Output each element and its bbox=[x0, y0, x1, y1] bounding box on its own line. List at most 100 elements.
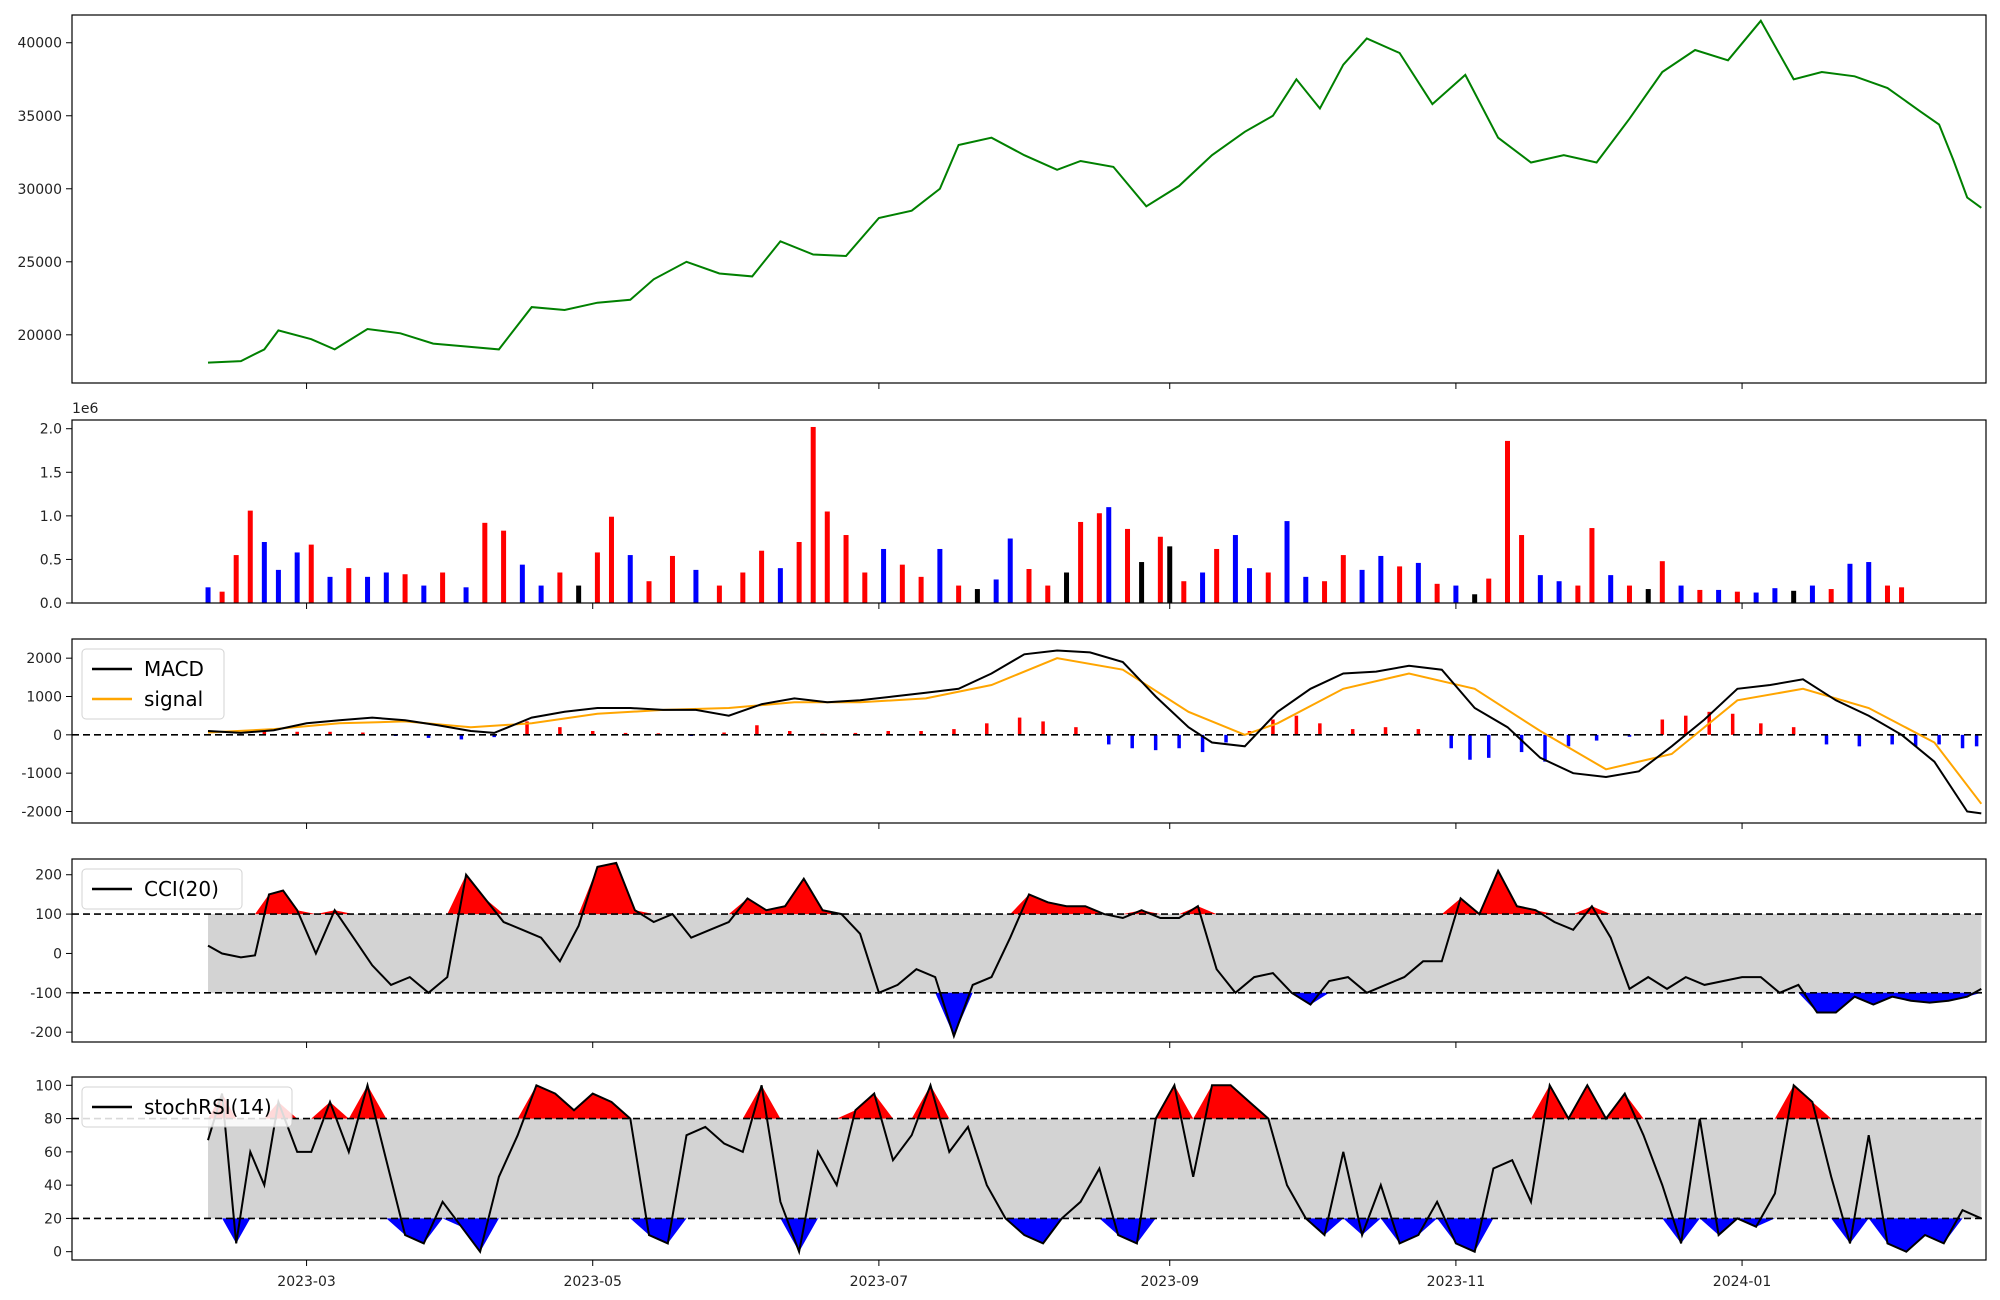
stochrsi-overbought-fill bbox=[208, 1085, 1982, 1119]
cci-axes-frame bbox=[71, 858, 1987, 1043]
volume-bar bbox=[501, 530, 507, 603]
stochrsi-ytick-label: 20 bbox=[44, 1211, 62, 1227]
cci-neutral-band bbox=[208, 914, 1982, 993]
volume-bar bbox=[1486, 578, 1492, 603]
macd-histogram-bar bbox=[1960, 734, 1965, 749]
macd-histogram-bar bbox=[1937, 734, 1941, 745]
macd-histogram-bar bbox=[1416, 729, 1421, 735]
volume-bar bbox=[1045, 585, 1051, 603]
macd-histogram-bar bbox=[1543, 734, 1547, 762]
macd-ytick-label: -1000 bbox=[21, 766, 62, 782]
volume-bar bbox=[1589, 528, 1595, 603]
volume-bar bbox=[383, 572, 389, 603]
volume-bar bbox=[1284, 521, 1290, 603]
volume-ytick-label: 0.5 bbox=[40, 552, 62, 568]
volume-bar bbox=[308, 544, 314, 603]
xtick-label: 2024-01 bbox=[1713, 1274, 1772, 1290]
volume-bar bbox=[627, 555, 633, 603]
macd-histogram-bar bbox=[919, 731, 923, 735]
volume-bar bbox=[1505, 440, 1510, 603]
price-ytick-label: 40000 bbox=[17, 36, 62, 52]
volume-bar bbox=[1828, 589, 1834, 603]
price-panel: 20000 25000 30000 35000 40000 bbox=[17, 14, 1987, 384]
volume-bar bbox=[1716, 589, 1722, 603]
volume-bar bbox=[796, 542, 802, 603]
macd-histogram-bar bbox=[1153, 734, 1158, 751]
macd-histogram-bar bbox=[1318, 723, 1322, 735]
stochrsi-ytick-label: 0 bbox=[53, 1245, 62, 1261]
volume-bar bbox=[1734, 591, 1740, 603]
volume-bar bbox=[1659, 561, 1665, 603]
volume-axes-frame bbox=[71, 419, 1987, 604]
stochrsi-ytick-label: 60 bbox=[44, 1145, 62, 1161]
volume-bar bbox=[937, 548, 943, 603]
macd-histogram-bar bbox=[426, 734, 431, 738]
volume-bar bbox=[881, 548, 887, 603]
volume-bar bbox=[1772, 588, 1778, 603]
macd-histogram-bar bbox=[1486, 734, 1491, 758]
stochrsi-oversold-fill bbox=[208, 1218, 1982, 1252]
volume-bar bbox=[1397, 566, 1403, 603]
stochrsi-ytick-label: 80 bbox=[44, 1112, 62, 1128]
volume-bar bbox=[918, 576, 924, 603]
volume-bar bbox=[594, 552, 600, 603]
volume-bar bbox=[1064, 572, 1070, 603]
xtick-label: 2023-07 bbox=[850, 1274, 909, 1290]
macd-histogram-bar bbox=[492, 734, 496, 738]
stochrsi-ytick-label: 100 bbox=[35, 1078, 62, 1094]
x-axis-date-ticks: 2023-03 2023-05 2023-07 2023-09 2023-11 2024-… bbox=[277, 383, 1771, 1290]
volume-bar bbox=[974, 589, 980, 603]
volume-bar bbox=[402, 574, 408, 603]
macd-histogram-bar bbox=[1074, 727, 1078, 735]
volume-bar bbox=[1556, 581, 1562, 603]
volume-bar bbox=[1106, 507, 1112, 603]
xtick-label: 2023-03 bbox=[277, 1274, 336, 1290]
macd-histogram-bar bbox=[1684, 715, 1688, 735]
macd-histogram-bar bbox=[853, 732, 858, 735]
macd-histogram-bar bbox=[1730, 713, 1735, 735]
price-axes-frame bbox=[71, 14, 1987, 384]
volume-bar bbox=[519, 564, 525, 603]
volume-bar bbox=[1519, 535, 1525, 603]
macd-histogram-bar bbox=[328, 731, 332, 735]
volume-bar bbox=[1096, 513, 1102, 603]
volume-bar bbox=[1575, 585, 1581, 603]
cci-ytick-label: 0 bbox=[53, 946, 62, 962]
volume-bar bbox=[261, 542, 267, 603]
volume-bar bbox=[1340, 555, 1346, 603]
price-ytick-label: 20000 bbox=[17, 328, 62, 344]
volume-bar bbox=[1537, 575, 1543, 603]
volume-bar bbox=[1078, 521, 1084, 603]
volume-bar bbox=[1645, 589, 1651, 603]
volume-bar bbox=[862, 572, 868, 603]
macd-ytick-label: 0 bbox=[53, 728, 62, 744]
cci-panel: -200 -100 0 100 200 CCI(20) bbox=[30, 858, 1987, 1043]
macd-histogram-bar bbox=[1468, 734, 1472, 760]
macd-histogram-bar bbox=[1890, 734, 1894, 745]
macd-histogram-bar bbox=[1294, 715, 1299, 735]
price-ytick-label: 30000 bbox=[17, 182, 62, 198]
macd-histogram-bar bbox=[1383, 727, 1388, 735]
macd-histogram-bar bbox=[1594, 734, 1599, 741]
volume-bar bbox=[421, 585, 427, 603]
macd-histogram-bar bbox=[1200, 734, 1205, 753]
volume-bar bbox=[440, 572, 446, 603]
macd-ytick-label: -2000 bbox=[21, 805, 62, 821]
macd-histogram-bar bbox=[952, 729, 956, 735]
volume-bar bbox=[759, 550, 765, 603]
volume-bar bbox=[1608, 575, 1614, 603]
volume-ytick-label: 1.0 bbox=[40, 509, 62, 525]
volume-bar bbox=[716, 585, 722, 603]
macd-histogram-bar bbox=[722, 732, 726, 735]
macd-histogram-bar bbox=[623, 732, 628, 735]
macd-histogram-bar bbox=[1660, 719, 1665, 735]
macd-histogram-bar bbox=[1791, 727, 1796, 735]
volume-bar bbox=[219, 591, 225, 603]
macd-histogram-bar bbox=[1566, 734, 1571, 747]
volume-bar bbox=[1157, 536, 1163, 603]
volume-offset-label: 1e6 bbox=[72, 401, 99, 417]
cci-ytick-label: 100 bbox=[35, 907, 62, 923]
volume-bar bbox=[740, 572, 746, 603]
macd-histogram-bar bbox=[1224, 734, 1228, 743]
volume-bar bbox=[463, 587, 469, 603]
